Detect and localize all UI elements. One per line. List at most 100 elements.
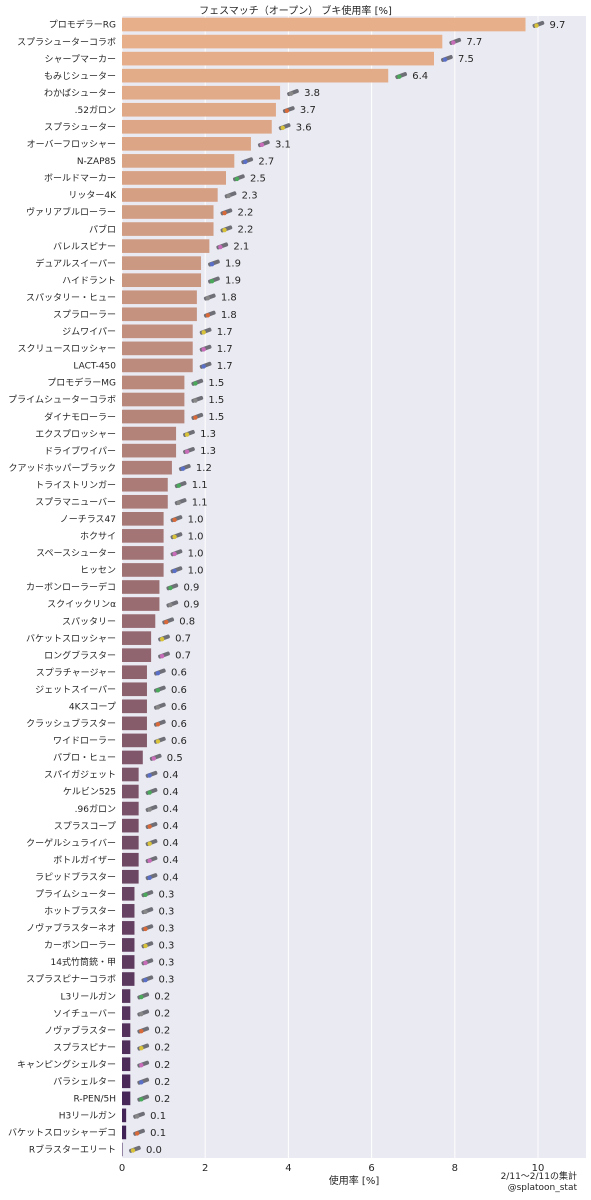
bar bbox=[122, 154, 235, 168]
bar bbox=[122, 631, 152, 645]
weapon-icon bbox=[145, 787, 158, 795]
labels: 0 2 4 6 8 10 プロモデラーRG 9.7 スプラシューターコラボ 7.7 シャープマーカー… bbox=[8, 19, 565, 1174]
category-label: カーボンローラー bbox=[44, 940, 116, 951]
value-label: 0.2 bbox=[154, 1094, 170, 1105]
footnote: 2/11〜2/11の集計 @splatoon_stat bbox=[501, 1172, 577, 1194]
bar bbox=[122, 494, 168, 509]
value-label: 0.3 bbox=[158, 957, 174, 968]
category-label: ノヴァブラスター bbox=[44, 1024, 116, 1036]
weapon-icon bbox=[141, 890, 154, 898]
weapon-icon bbox=[137, 1077, 150, 1085]
category-label: エクスプロッシャー bbox=[35, 429, 116, 440]
value-label: 0.6 bbox=[171, 668, 187, 679]
value-label: 0.9 bbox=[183, 583, 199, 594]
weapon-icon bbox=[183, 429, 195, 437]
bar bbox=[122, 137, 251, 151]
x-axis-title: 使用率 [%] bbox=[329, 1174, 380, 1187]
weapon-icon bbox=[141, 924, 154, 932]
bar bbox=[122, 767, 139, 782]
weapon-icon bbox=[224, 191, 237, 199]
bar bbox=[122, 426, 177, 441]
category-label: ドライブワイパー bbox=[44, 445, 116, 457]
bars bbox=[122, 17, 526, 1157]
value-label: 0.6 bbox=[171, 736, 187, 747]
category-label: スプラスピナーコラボ bbox=[26, 974, 116, 985]
value-label: 1.0 bbox=[188, 514, 204, 525]
x-tick-label: 0 bbox=[119, 1163, 125, 1174]
value-label: 0.8 bbox=[179, 617, 195, 628]
weapon-icon bbox=[137, 1060, 150, 1068]
bar bbox=[122, 102, 276, 117]
bar bbox=[122, 852, 139, 867]
category-label: スパッタリー・ヒュー bbox=[26, 292, 116, 303]
bar bbox=[122, 51, 434, 66]
bar bbox=[122, 682, 147, 697]
value-label: 6.4 bbox=[412, 71, 428, 82]
category-label: ジムワイパー bbox=[62, 327, 116, 338]
weapon-icon bbox=[133, 1128, 145, 1136]
value-label: 0.4 bbox=[163, 838, 179, 849]
weapon-icon bbox=[191, 412, 204, 420]
category-label: わかばシューター bbox=[44, 88, 116, 99]
x-tick-label: 10 bbox=[532, 1163, 545, 1174]
category-label: プロモデラーMG bbox=[47, 377, 116, 389]
footnote-period: 2/11〜2/11の集計 bbox=[500, 1172, 577, 1182]
weapon-icon bbox=[137, 1009, 150, 1017]
bar bbox=[122, 886, 135, 901]
value-label: 3.6 bbox=[296, 122, 312, 133]
weapon-icon bbox=[220, 225, 233, 233]
category-label: ボールドマーカー bbox=[44, 173, 116, 184]
weapon-icon bbox=[220, 208, 233, 216]
value-label: 9.7 bbox=[550, 20, 566, 31]
value-label: 3.7 bbox=[300, 105, 316, 116]
category-label: スプラローラー bbox=[53, 309, 116, 320]
x-tick-label: 2 bbox=[202, 1163, 208, 1174]
bar bbox=[122, 699, 147, 714]
value-label: 0.1 bbox=[150, 1111, 166, 1122]
weapon-icon bbox=[162, 617, 175, 625]
value-label: 7.7 bbox=[466, 37, 482, 48]
value-label: 2.5 bbox=[250, 173, 266, 184]
value-label: 0.2 bbox=[154, 1077, 170, 1088]
weapon-icon bbox=[278, 123, 291, 131]
value-label: 2.7 bbox=[258, 156, 274, 167]
value-label: 0.4 bbox=[163, 770, 179, 781]
weapon-icon bbox=[208, 276, 220, 284]
value-label: 2.1 bbox=[233, 242, 249, 253]
value-label: 1.0 bbox=[188, 531, 204, 542]
category-label: パラシェルター bbox=[53, 1076, 116, 1087]
category-label: スパッタリー bbox=[62, 616, 116, 627]
bar bbox=[122, 529, 164, 543]
bar bbox=[122, 784, 139, 799]
category-label: クーゲルシュライバー bbox=[26, 837, 116, 849]
category-label: N-ZAP85 bbox=[77, 157, 116, 167]
category-label: ホットブラスター bbox=[44, 905, 116, 917]
value-label: 0.3 bbox=[158, 906, 174, 917]
category-label: ノヴァブラスターネオ bbox=[26, 922, 116, 934]
value-label: 1.8 bbox=[221, 293, 237, 304]
weapon-icon bbox=[137, 1043, 150, 1051]
chart-title: フェスマッチ（オープン） ブキ使用率 [%] bbox=[199, 6, 392, 17]
value-label: 1.3 bbox=[200, 446, 216, 457]
category-label: スプラスピナー bbox=[53, 1042, 116, 1053]
bar bbox=[122, 869, 139, 884]
category-label: スペースシューター bbox=[36, 548, 116, 559]
weapon-icon bbox=[174, 498, 187, 506]
value-label: 1.9 bbox=[225, 276, 241, 287]
weapon-icon bbox=[145, 873, 158, 881]
value-label: 1.3 bbox=[200, 429, 216, 440]
bar bbox=[122, 443, 177, 458]
value-label: 0.5 bbox=[167, 753, 183, 764]
weapon-icon bbox=[395, 72, 408, 80]
value-label: 1.8 bbox=[221, 310, 237, 321]
value-label: 0.2 bbox=[154, 1009, 170, 1020]
weapon-icons bbox=[128, 20, 545, 1153]
category-label: パブロ bbox=[89, 223, 116, 235]
bar bbox=[122, 34, 443, 49]
bar bbox=[122, 938, 135, 952]
category-label: もみじシューター bbox=[44, 71, 116, 82]
bar bbox=[122, 648, 152, 662]
bar bbox=[122, 477, 168, 492]
value-label: 0.4 bbox=[163, 787, 179, 798]
value-label: 1.1 bbox=[192, 480, 208, 491]
